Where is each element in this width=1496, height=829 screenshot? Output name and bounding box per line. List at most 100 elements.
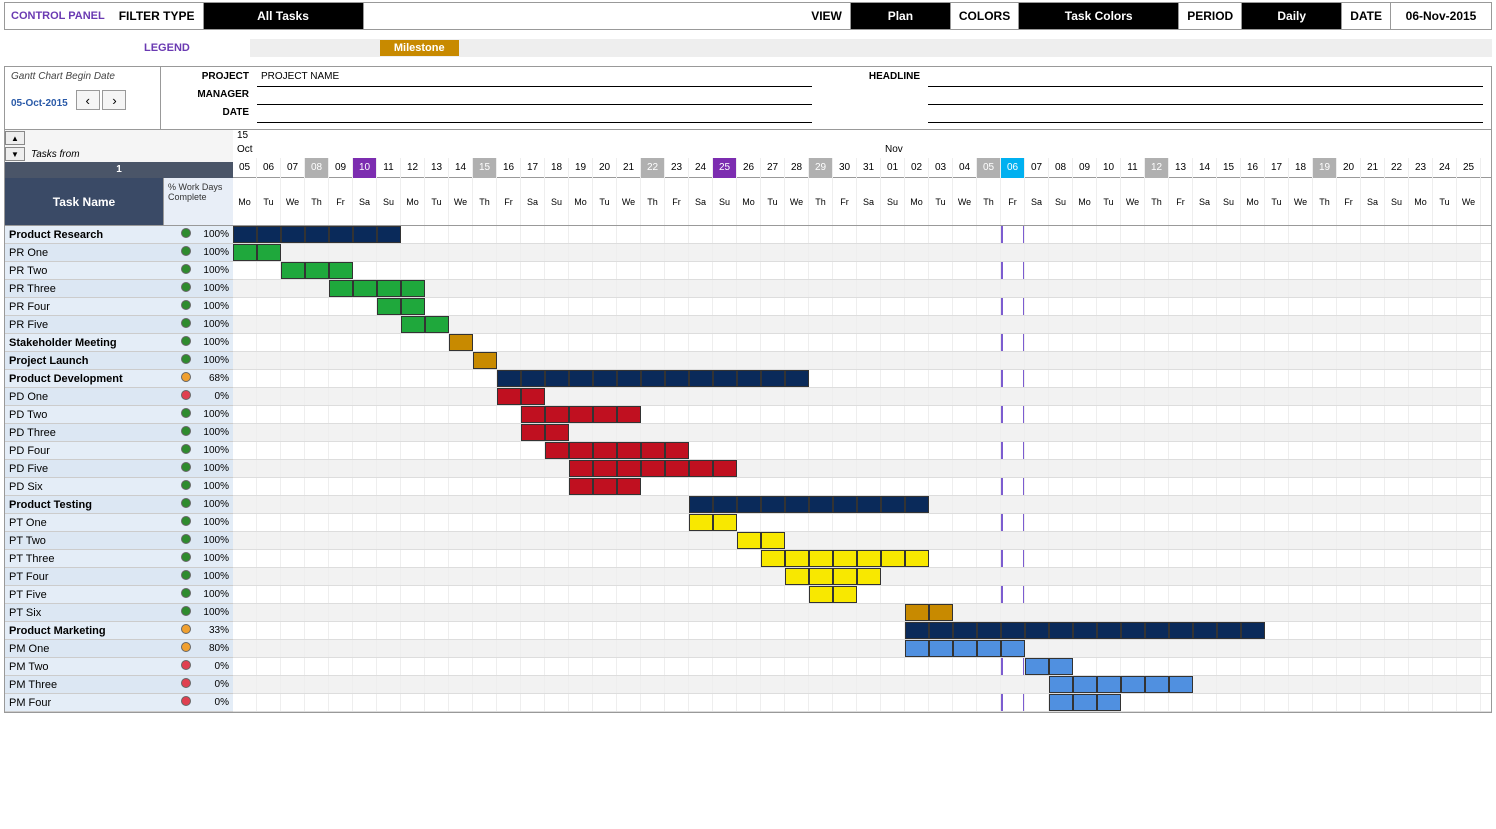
timeline-cell bbox=[1121, 604, 1145, 621]
timeline-row bbox=[233, 532, 1491, 550]
timeline-cell bbox=[593, 388, 617, 405]
task-row[interactable]: PD Four100% bbox=[5, 442, 233, 460]
task-row[interactable]: PT Three100% bbox=[5, 550, 233, 568]
timeline-cell bbox=[1169, 280, 1193, 297]
timeline-cell bbox=[329, 388, 353, 405]
task-row[interactable]: PM Four0% bbox=[5, 694, 233, 712]
timeline-cell bbox=[641, 478, 665, 495]
headline-value[interactable] bbox=[928, 71, 1483, 87]
timeline-row bbox=[233, 352, 1491, 370]
task-row[interactable]: PR One100% bbox=[5, 244, 233, 262]
colors-value[interactable]: Task Colors bbox=[1019, 3, 1179, 29]
task-row[interactable]: PR Four100% bbox=[5, 298, 233, 316]
task-row[interactable]: Product Marketing33% bbox=[5, 622, 233, 640]
timeline-cell bbox=[1121, 406, 1145, 423]
timeline-cell bbox=[881, 460, 905, 477]
timeline-cell bbox=[785, 622, 809, 639]
headline-value-2[interactable] bbox=[928, 89, 1483, 105]
timeline-cell bbox=[785, 262, 809, 279]
timeline-cell bbox=[665, 334, 689, 351]
status-dot bbox=[179, 606, 193, 619]
task-row[interactable]: PM One80% bbox=[5, 640, 233, 658]
task-row[interactable]: Project Launch100% bbox=[5, 352, 233, 370]
task-row[interactable]: PD Three100% bbox=[5, 424, 233, 442]
timeline-cell bbox=[497, 514, 521, 531]
timeline-cell bbox=[617, 244, 641, 261]
timeline-cell bbox=[665, 514, 689, 531]
date-next-button[interactable]: › bbox=[102, 90, 126, 110]
view-value[interactable]: Plan bbox=[851, 3, 951, 29]
scroll-down-button[interactable]: ▼ bbox=[5, 147, 25, 161]
task-row[interactable]: PR Five100% bbox=[5, 316, 233, 334]
timeline-cell bbox=[953, 424, 977, 441]
timeline-cell bbox=[881, 334, 905, 351]
timeline-cell bbox=[1337, 550, 1361, 567]
task-row[interactable]: PT One100% bbox=[5, 514, 233, 532]
timeline-cell bbox=[1313, 622, 1337, 639]
timeline-cell bbox=[1073, 370, 1097, 387]
project-value[interactable]: PROJECT NAME bbox=[257, 71, 812, 87]
task-row[interactable]: PR Two100% bbox=[5, 262, 233, 280]
manager-value[interactable] bbox=[257, 89, 812, 105]
timeline-cell bbox=[1385, 640, 1409, 657]
timeline-cell bbox=[617, 280, 641, 297]
task-row[interactable]: PD Two100% bbox=[5, 406, 233, 424]
timeline-cell bbox=[1313, 676, 1337, 693]
date-cell: 11 bbox=[377, 158, 401, 178]
task-row[interactable]: Product Development68% bbox=[5, 370, 233, 388]
timeline-cell bbox=[497, 442, 521, 459]
timeline-cell bbox=[809, 244, 833, 261]
date-cell: 19 bbox=[569, 158, 593, 178]
date-value[interactable]: 06-Nov-2015 bbox=[1391, 3, 1491, 29]
timeline-cell bbox=[1361, 262, 1385, 279]
task-row[interactable]: PM Three0% bbox=[5, 676, 233, 694]
task-row[interactable]: Stakeholder Meeting100% bbox=[5, 334, 233, 352]
timeline-cell bbox=[1025, 676, 1049, 693]
task-row[interactable]: PT Two100% bbox=[5, 532, 233, 550]
timeline-cell bbox=[1241, 694, 1265, 711]
period-value[interactable]: Daily bbox=[1242, 3, 1342, 29]
timeline-cell bbox=[665, 316, 689, 333]
scroll-up-button[interactable]: ▲ bbox=[5, 131, 25, 145]
timeline-cell bbox=[1313, 442, 1337, 459]
task-row[interactable]: Product Testing100% bbox=[5, 496, 233, 514]
timeline-cell bbox=[1145, 640, 1169, 657]
timeline-cell bbox=[1145, 388, 1169, 405]
date-cell: 13 bbox=[1169, 158, 1193, 178]
date-prev-button[interactable]: ‹ bbox=[76, 90, 100, 110]
headline-value-3[interactable] bbox=[928, 107, 1483, 123]
timeline-cell bbox=[1457, 622, 1481, 639]
dow-cell: Sa bbox=[1193, 178, 1217, 225]
timeline-cell bbox=[1217, 694, 1241, 711]
task-row[interactable]: PT Six100% bbox=[5, 604, 233, 622]
timeline-cell bbox=[449, 640, 473, 657]
task-row[interactable]: PD Five100% bbox=[5, 460, 233, 478]
header-date-value[interactable] bbox=[257, 107, 812, 123]
task-row[interactable]: PM Two0% bbox=[5, 658, 233, 676]
headline-label: HEADLINE bbox=[820, 71, 920, 87]
timeline-cell bbox=[569, 244, 593, 261]
timeline-cell bbox=[689, 640, 713, 657]
timeline-cell bbox=[353, 532, 377, 549]
task-row[interactable]: PD Six100% bbox=[5, 478, 233, 496]
timeline-cell bbox=[377, 424, 401, 441]
timeline-panel[interactable]: 15 OctNov 050607080910111213141516171819… bbox=[233, 130, 1491, 712]
timeline-cell bbox=[1457, 676, 1481, 693]
timeline-cell bbox=[353, 676, 377, 693]
timeline-cell bbox=[497, 370, 521, 387]
task-row[interactable]: Product Research100% bbox=[5, 226, 233, 244]
timeline-cell bbox=[953, 316, 977, 333]
timeline-cell bbox=[857, 478, 881, 495]
timeline-cell bbox=[1385, 388, 1409, 405]
timeline-cell bbox=[1097, 604, 1121, 621]
task-row[interactable]: PT Five100% bbox=[5, 586, 233, 604]
task-row[interactable]: PR Three100% bbox=[5, 280, 233, 298]
timeline-cell bbox=[713, 622, 737, 639]
timeline-cell bbox=[833, 226, 857, 243]
filter-type-value[interactable]: All Tasks bbox=[204, 3, 364, 29]
task-row[interactable]: PT Four100% bbox=[5, 568, 233, 586]
timeline-cell bbox=[353, 496, 377, 513]
timeline-cell bbox=[737, 352, 761, 369]
task-row[interactable]: PD One0% bbox=[5, 388, 233, 406]
timeline-cell bbox=[353, 244, 377, 261]
